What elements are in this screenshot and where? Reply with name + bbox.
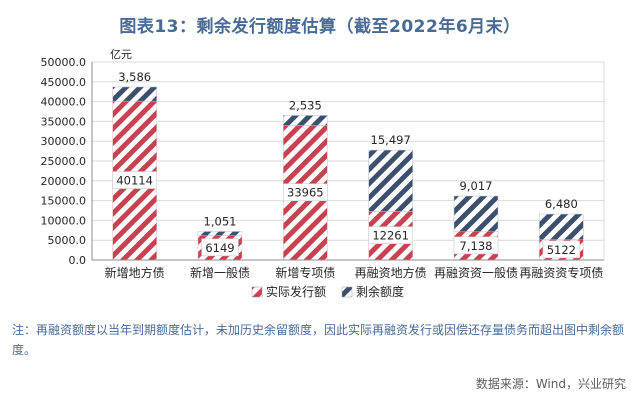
x-tick-label: 再融资资专项债 (519, 265, 603, 280)
y-tick-label: 50000.0 (41, 56, 87, 69)
data-label-issued: 40114 (116, 174, 153, 188)
bar-remaining-quota (539, 213, 584, 240)
legend-label: 实际发行额 (266, 284, 326, 299)
data-label-issued: 33965 (287, 186, 324, 200)
axes: 0.0 5000.0 10000.0 15000.0 20000.0 25000.0 300… (41, 48, 605, 280)
x-tick-label: 新增一般债 (190, 265, 250, 280)
legend-swatch (341, 286, 353, 298)
data-label-remaining: 15,497 (371, 133, 411, 147)
x-tick-label: 新增地方债 (105, 265, 165, 280)
bar-remaining-quota (368, 149, 413, 212)
data-label-issued: 12261 (372, 229, 409, 243)
y-tick-label: 45000.0 (41, 76, 87, 89)
y-tick-label: 40000.0 (41, 96, 87, 109)
y-tick-label: 5000.0 (48, 234, 87, 247)
x-tick-label: 新增专项债 (275, 265, 335, 280)
y-tick-label: 35000.0 (41, 115, 87, 128)
data-label-remaining: 9,017 (460, 179, 493, 193)
y-tick-label: 25000.0 (41, 155, 87, 168)
y-tick-label: 10000.0 (41, 214, 87, 227)
footnote: 注：再融资额度以当年到期额度估计，未加历史余留额度，因此实际再融资发行或因偿还存… (12, 323, 625, 357)
y-tick-label: 15000.0 (41, 195, 87, 208)
data-source: 数据来源：Wind，兴业研究 (475, 377, 626, 391)
y-tick-label: 30000.0 (41, 135, 87, 148)
bar-remaining-quota (112, 86, 157, 102)
legend: 实际发行额 剩余额度 (251, 284, 404, 299)
data-labels: 40114 3,586 6149 1,051 33965 2,535 12261 15,497… (112, 70, 581, 259)
x-tick-label: 再融资地方债 (355, 265, 427, 280)
y-tick-label: 0.0 (69, 254, 87, 267)
legend-label: 剩余额度 (356, 284, 404, 299)
y-tick-label: 20000.0 (41, 175, 87, 188)
data-label-box (453, 236, 499, 255)
bar-remaining-quota (197, 231, 243, 236)
data-label-remaining: 1,051 (204, 214, 237, 228)
data-label-issued: 7,138 (460, 239, 493, 253)
bar-remaining-quota (453, 195, 499, 232)
stacked-bar-chart: 0.0 5000.0 10000.0 15000.0 20000.0 25000.0 300… (41, 48, 605, 299)
data-label-remaining: 6,480 (545, 197, 578, 211)
data-label-box (542, 240, 581, 259)
bars (112, 86, 584, 261)
x-tick-label: 再融资资一般债 (434, 265, 518, 280)
bar-remaining-quota (283, 115, 328, 126)
chart-title: 图表13：剩余发行额度估算（截至2022年6月末） (119, 17, 521, 37)
data-label-box (283, 183, 328, 202)
unit-label: 亿元 (110, 48, 132, 61)
data-label-box (201, 238, 239, 257)
data-label-box (112, 171, 157, 189)
data-label-issued: 5122 (547, 243, 576, 257)
legend-swatch (251, 286, 263, 298)
data-label-remaining: 2,535 (289, 98, 322, 112)
data-label-issued: 6149 (205, 241, 234, 255)
grid-lines (92, 61, 604, 241)
data-label-remaining: 3,586 (118, 70, 151, 84)
data-label-box (368, 226, 413, 245)
